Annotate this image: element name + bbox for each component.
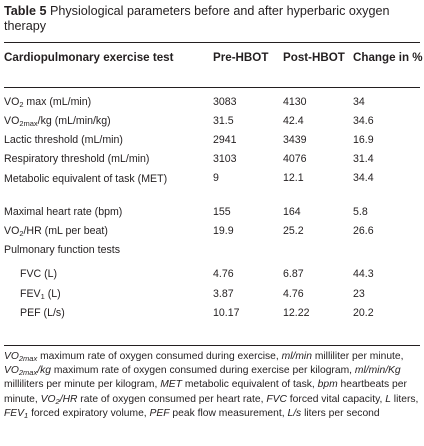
cell-change: 34 bbox=[353, 96, 365, 108]
row-label: Lactic threshold (mL/min) bbox=[4, 134, 123, 146]
row-label: PEF (L/s) bbox=[20, 307, 65, 319]
cell-change: 16.9 bbox=[353, 134, 374, 146]
cell-pre: 155 bbox=[213, 206, 231, 218]
cell-change: 23 bbox=[353, 288, 365, 300]
table-caption: Table 5 Physiological parameters before … bbox=[4, 4, 420, 34]
header-rule bbox=[4, 87, 420, 88]
header-pre: Pre-HBOT bbox=[213, 51, 269, 64]
table-label: Table 5 bbox=[4, 4, 47, 18]
cell-pre: 9 bbox=[213, 172, 219, 184]
cell-post: 164 bbox=[283, 206, 301, 218]
cell-pre: 4.76 bbox=[213, 268, 234, 280]
cell-change: 26.6 bbox=[353, 225, 374, 237]
cell-post: 6.87 bbox=[283, 268, 304, 280]
bottom-rule bbox=[4, 345, 420, 346]
row-label: VO2/HR (mL per beat) bbox=[4, 225, 108, 238]
row-label: Maximal heart rate (bpm) bbox=[4, 206, 123, 218]
cell-pre: 3103 bbox=[213, 153, 237, 165]
cell-pre: 19.9 bbox=[213, 225, 234, 237]
row-label: Respiratory threshold (mL/min) bbox=[4, 153, 150, 165]
row-label: VO2max/kg (mL/min/kg) bbox=[4, 115, 111, 128]
row-label: Metabolic equivalent of task (MET) bbox=[4, 173, 168, 185]
header-post: Post-HBOT bbox=[283, 51, 345, 64]
cell-change: 20.2 bbox=[353, 307, 374, 319]
header-change: Change in % bbox=[353, 51, 423, 64]
cell-pre: 3.87 bbox=[213, 288, 234, 300]
top-rule bbox=[4, 42, 420, 43]
cell-change: 34.4 bbox=[353, 172, 374, 184]
cell-post: 12.22 bbox=[283, 307, 310, 319]
cell-change: 34.6 bbox=[353, 115, 374, 127]
row-label: FVC (L) bbox=[20, 268, 58, 280]
header-test: Cardiopulmonary exercise test bbox=[4, 51, 174, 64]
table-title: Physiological parameters before and afte… bbox=[4, 4, 390, 33]
cell-post: 4130 bbox=[283, 96, 307, 108]
cell-post: 42.4 bbox=[283, 115, 304, 127]
cell-change: 44.3 bbox=[353, 268, 374, 280]
row-label: VO2 max (mL/min) bbox=[4, 96, 92, 109]
cell-change: 31.4 bbox=[353, 153, 374, 165]
cell-pre: 3083 bbox=[213, 96, 237, 108]
cell-post: 25.2 bbox=[283, 225, 304, 237]
cell-pre: 10.17 bbox=[213, 307, 240, 319]
row-label: FEV1 (L) bbox=[20, 288, 61, 301]
cell-pre: 2941 bbox=[213, 134, 237, 146]
cell-post: 3439 bbox=[283, 134, 307, 146]
row-label: Pulmonary function tests bbox=[4, 244, 120, 256]
cell-change: 5.8 bbox=[353, 206, 368, 218]
cell-post: 4.76 bbox=[283, 288, 304, 300]
cell-post: 12.1 bbox=[283, 172, 304, 184]
cell-pre: 31.5 bbox=[213, 115, 234, 127]
cell-post: 4076 bbox=[283, 153, 307, 165]
table-footnote: VO2max maximum rate of oxygen consumed d… bbox=[4, 351, 419, 420]
